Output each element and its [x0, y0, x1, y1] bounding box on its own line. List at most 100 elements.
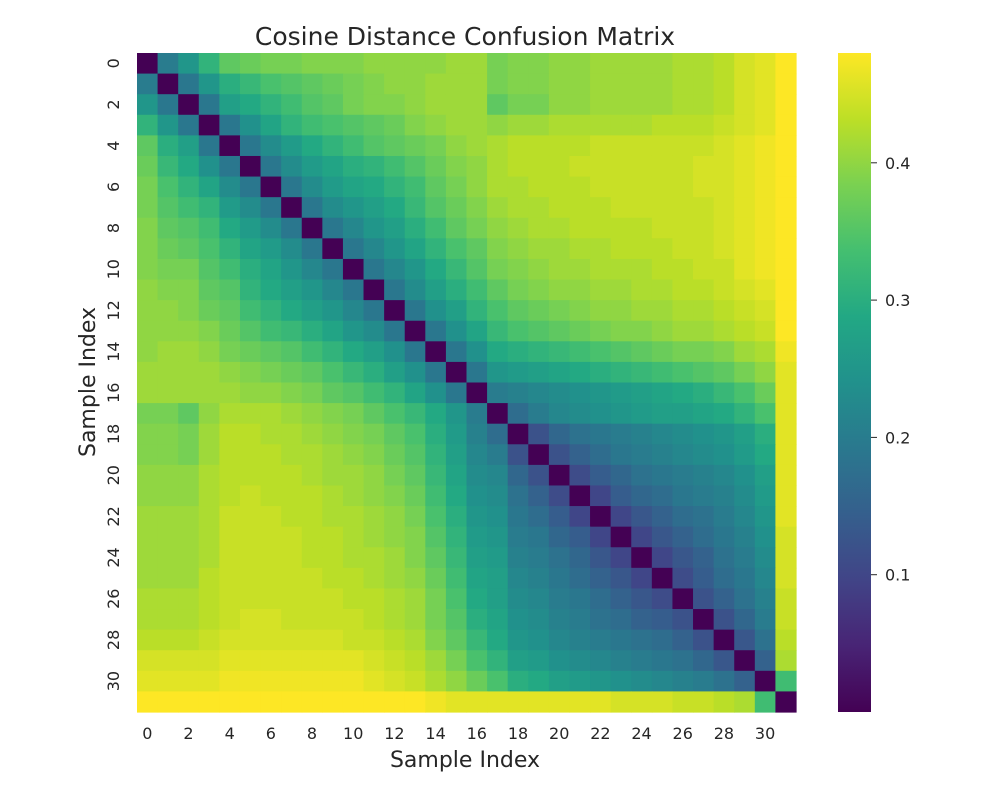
heatmap-cell — [301, 382, 323, 404]
heatmap-cell — [322, 485, 344, 507]
heatmap-cell — [713, 320, 735, 342]
heatmap-cell — [672, 629, 694, 651]
heatmap-cell — [672, 197, 694, 219]
heatmap-cell — [528, 547, 550, 569]
heatmap-cell — [445, 464, 468, 487]
heatmap-cell — [693, 588, 715, 610]
heatmap-cell — [610, 629, 632, 651]
heatmap-cell — [734, 94, 756, 116]
heatmap-cell — [157, 53, 179, 75]
heatmap-cell — [281, 526, 303, 548]
heatmap-cell — [734, 691, 756, 713]
heatmap-cell — [445, 238, 468, 260]
heatmap-cell — [404, 609, 426, 631]
heatmap-cell — [363, 444, 385, 466]
heatmap-cell — [404, 197, 426, 219]
heatmap-cell — [631, 567, 653, 590]
heatmap-cell — [754, 629, 776, 651]
heatmap-cell — [322, 53, 344, 75]
heatmap-cell — [445, 341, 468, 363]
heatmap-cell — [672, 279, 694, 301]
heatmap-cell — [219, 176, 241, 198]
heatmap-cell — [466, 650, 488, 672]
heatmap-cell — [178, 279, 200, 301]
heatmap-cell — [548, 670, 571, 692]
heatmap-cell — [301, 444, 323, 466]
heatmap-cell — [384, 155, 406, 178]
heatmap-cell — [301, 506, 323, 528]
heatmap-cell — [281, 485, 303, 507]
heatmap-cell — [754, 341, 776, 363]
heatmap-cell — [198, 300, 220, 322]
heatmap-cell — [775, 650, 797, 672]
heatmap-cell — [631, 464, 653, 487]
heatmap-cell — [281, 629, 303, 651]
heatmap-cell — [404, 217, 426, 239]
y-tick-label: 0 — [104, 58, 123, 68]
heatmap-cell — [569, 238, 591, 260]
heatmap-cell — [137, 485, 159, 507]
heatmap-cell — [342, 53, 365, 75]
heatmap-cell — [713, 609, 735, 631]
heatmap-cell — [178, 197, 200, 219]
heatmap-cell — [425, 238, 447, 260]
heatmap-cell — [590, 403, 612, 425]
heatmap-cell — [425, 94, 447, 116]
heatmap-cell — [693, 238, 715, 260]
heatmap-cell — [590, 176, 612, 198]
heatmap-cell — [239, 238, 262, 260]
heatmap-cell — [775, 217, 797, 239]
heatmap-cell — [569, 341, 591, 363]
heatmap-cell — [281, 279, 303, 301]
heatmap-cell — [590, 423, 612, 445]
heatmap-cell — [631, 279, 653, 301]
heatmap-cell — [178, 423, 200, 445]
heatmap-cell — [219, 670, 241, 692]
heatmap-cell — [713, 258, 735, 281]
heatmap-cell — [610, 279, 632, 301]
heatmap-cell — [260, 258, 282, 281]
heatmap-cell — [404, 73, 426, 95]
heatmap-cell — [404, 300, 426, 322]
heatmap-cell — [425, 53, 447, 75]
heatmap-cell — [651, 320, 674, 342]
heatmap-cell — [548, 135, 571, 157]
heatmap-cell — [590, 197, 612, 219]
heatmap-cell — [219, 53, 241, 75]
heatmap-cell — [219, 629, 241, 651]
heatmap-cell — [260, 279, 282, 301]
heatmap-cell — [219, 650, 241, 672]
heatmap-cell — [693, 609, 715, 631]
heatmap-cell — [425, 423, 447, 445]
heatmap-cell — [487, 588, 509, 610]
heatmap-cell — [404, 567, 426, 590]
heatmap-cell — [631, 485, 653, 507]
y-tick-label: 2 — [104, 99, 123, 109]
x-tick-label: 8 — [307, 724, 317, 743]
heatmap-cell — [590, 691, 612, 713]
heatmap-cell — [198, 403, 220, 425]
heatmap-cell — [775, 73, 797, 95]
heatmap-cell — [631, 670, 653, 692]
heatmap-cell — [260, 320, 282, 342]
heatmap-cell — [219, 217, 241, 239]
heatmap-cell — [693, 341, 715, 363]
heatmap-cell — [507, 629, 529, 651]
heatmap-cell — [631, 135, 653, 157]
heatmap-cell — [672, 320, 694, 342]
heatmap-cell — [137, 341, 159, 363]
heatmap-cell — [507, 609, 529, 631]
heatmap-cell — [445, 53, 468, 75]
heatmap-cell — [445, 547, 468, 569]
x-tick-labels: 0 2 4 6 8 10 12 14 16 18 20 22 24 26 28 30 — [142, 724, 775, 743]
heatmap-cell — [404, 588, 426, 610]
colorbar — [838, 53, 871, 712]
heatmap-cell — [693, 135, 715, 157]
heatmap-cell — [342, 197, 365, 219]
heatmap-cell — [713, 588, 735, 610]
heatmap-cell — [322, 176, 344, 198]
heatmap-cell — [713, 382, 735, 404]
heatmap-cell — [734, 650, 756, 672]
heatmap-cell — [528, 361, 550, 384]
heatmap-cell — [713, 73, 735, 95]
